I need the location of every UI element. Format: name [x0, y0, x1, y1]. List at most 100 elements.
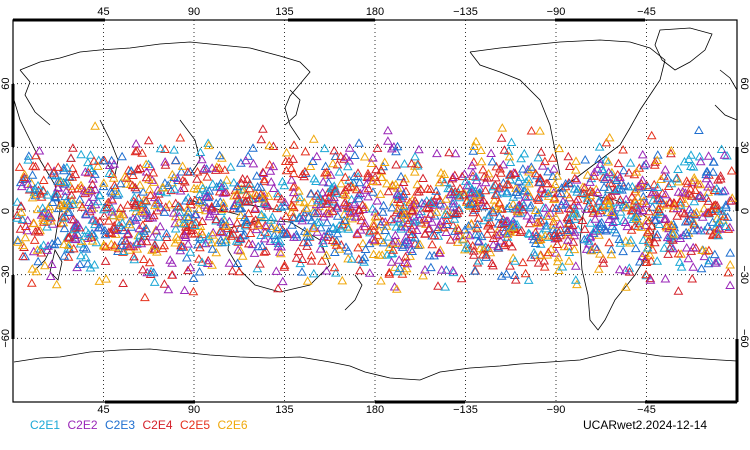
occultation-marker — [596, 221, 607, 231]
legend-item-c2e2: C2E2 — [67, 418, 98, 432]
occultation-marker — [189, 183, 199, 193]
occultation-marker — [240, 212, 250, 222]
occultation-marker — [235, 196, 246, 205]
occultation-marker — [695, 179, 706, 189]
occultation-marker — [449, 214, 460, 223]
occultation-marker — [23, 155, 34, 164]
occultation-marker — [363, 191, 373, 201]
occultation-marker — [360, 218, 370, 227]
occultation-marker — [317, 256, 327, 265]
occultation-marker — [261, 199, 272, 209]
occultation-marker — [318, 238, 329, 247]
occultation-marker — [410, 151, 420, 161]
occultation-marker — [414, 209, 425, 219]
occultation-marker — [614, 264, 625, 274]
occultation-marker — [144, 257, 155, 267]
occultation-marker — [308, 220, 319, 230]
occultation-marker — [533, 258, 544, 267]
legend-item-c2e3: C2E3 — [105, 418, 136, 432]
occultation-marker — [183, 239, 193, 248]
occultation-marker — [372, 230, 383, 240]
occultation-marker — [90, 121, 100, 130]
occultation-marker — [468, 167, 478, 177]
occultation-marker — [636, 222, 647, 231]
occultation-marker — [167, 270, 177, 279]
occultation-marker — [536, 147, 546, 156]
occultation-marker — [638, 191, 649, 201]
occultation-marker — [75, 259, 85, 268]
occultation-marker — [80, 167, 91, 176]
antarctica-outline — [13, 348, 738, 381]
occultation-marker — [398, 189, 409, 198]
occultation-marker — [329, 145, 340, 155]
occultation-marker — [479, 171, 490, 181]
occultation-marker — [713, 230, 724, 240]
occultation-marker — [531, 231, 541, 240]
occultation-marker — [523, 191, 534, 200]
occultation-marker — [343, 224, 354, 233]
occultation-marker — [476, 156, 487, 166]
occultation-marker — [637, 205, 648, 214]
occultation-marker — [461, 242, 471, 252]
occultation-marker — [627, 191, 637, 201]
occultation-marker — [109, 223, 119, 233]
occultation-marker — [341, 152, 351, 161]
occultation-marker — [124, 219, 135, 229]
occultation-marker — [331, 188, 342, 197]
occultation-marker — [291, 253, 302, 262]
occultation-marker — [563, 151, 574, 161]
occultation-marker — [601, 155, 611, 164]
occultation-marker — [36, 210, 47, 219]
occultation-marker — [42, 245, 53, 254]
occultation-marker — [435, 199, 446, 208]
occultation-marker — [414, 144, 424, 154]
occultation-marker — [474, 255, 484, 265]
occultation-marker — [322, 217, 332, 227]
occultation-marker — [406, 205, 417, 215]
occultation-marker — [117, 240, 127, 250]
europe-outline — [714, 69, 738, 121]
occultation-marker — [669, 200, 680, 210]
occultation-marker — [279, 262, 290, 271]
occultation-marker — [301, 203, 312, 212]
occultation-marker — [298, 207, 309, 217]
occultation-marker — [393, 203, 404, 213]
occultation-marker — [335, 151, 346, 161]
occultation-marker — [111, 225, 122, 234]
occultation-marker — [101, 241, 111, 251]
occultation-marker — [594, 142, 605, 151]
occultation-marker — [46, 259, 57, 268]
occultation-marker — [522, 210, 533, 220]
occultation-marker — [502, 229, 513, 238]
occultation-marker — [390, 235, 400, 245]
occultation-marker — [366, 158, 377, 167]
occultation-marker — [354, 193, 364, 203]
occultation-marker — [508, 199, 519, 208]
occultation-marker — [144, 174, 154, 184]
occultation-marker — [584, 238, 594, 248]
occultation-marker — [696, 263, 707, 273]
occultation-marker — [624, 263, 635, 272]
occultation-marker — [523, 228, 534, 238]
lat-tick-label: −30 — [738, 265, 750, 284]
occultation-marker — [511, 187, 521, 196]
occultation-marker — [302, 227, 312, 237]
occultation-marker — [556, 188, 567, 198]
occultation-marker — [631, 213, 642, 223]
occultation-marker — [70, 169, 81, 179]
occultation-marker — [43, 161, 53, 171]
occultation-marker — [496, 168, 506, 177]
occultation-marker — [239, 229, 250, 239]
occultation-marker — [440, 282, 451, 291]
occultation-marker — [353, 168, 363, 177]
occultation-marker — [256, 134, 267, 144]
occultation-marker — [64, 232, 75, 241]
occultation-marker — [493, 218, 504, 228]
occultation-marker — [592, 244, 602, 253]
occultation-marker — [451, 231, 462, 241]
occultation-marker — [707, 217, 718, 226]
occultation-marker — [28, 246, 39, 256]
occultation-marker — [627, 181, 638, 191]
occultation-marker — [570, 214, 580, 223]
occultation-marker — [546, 244, 556, 253]
